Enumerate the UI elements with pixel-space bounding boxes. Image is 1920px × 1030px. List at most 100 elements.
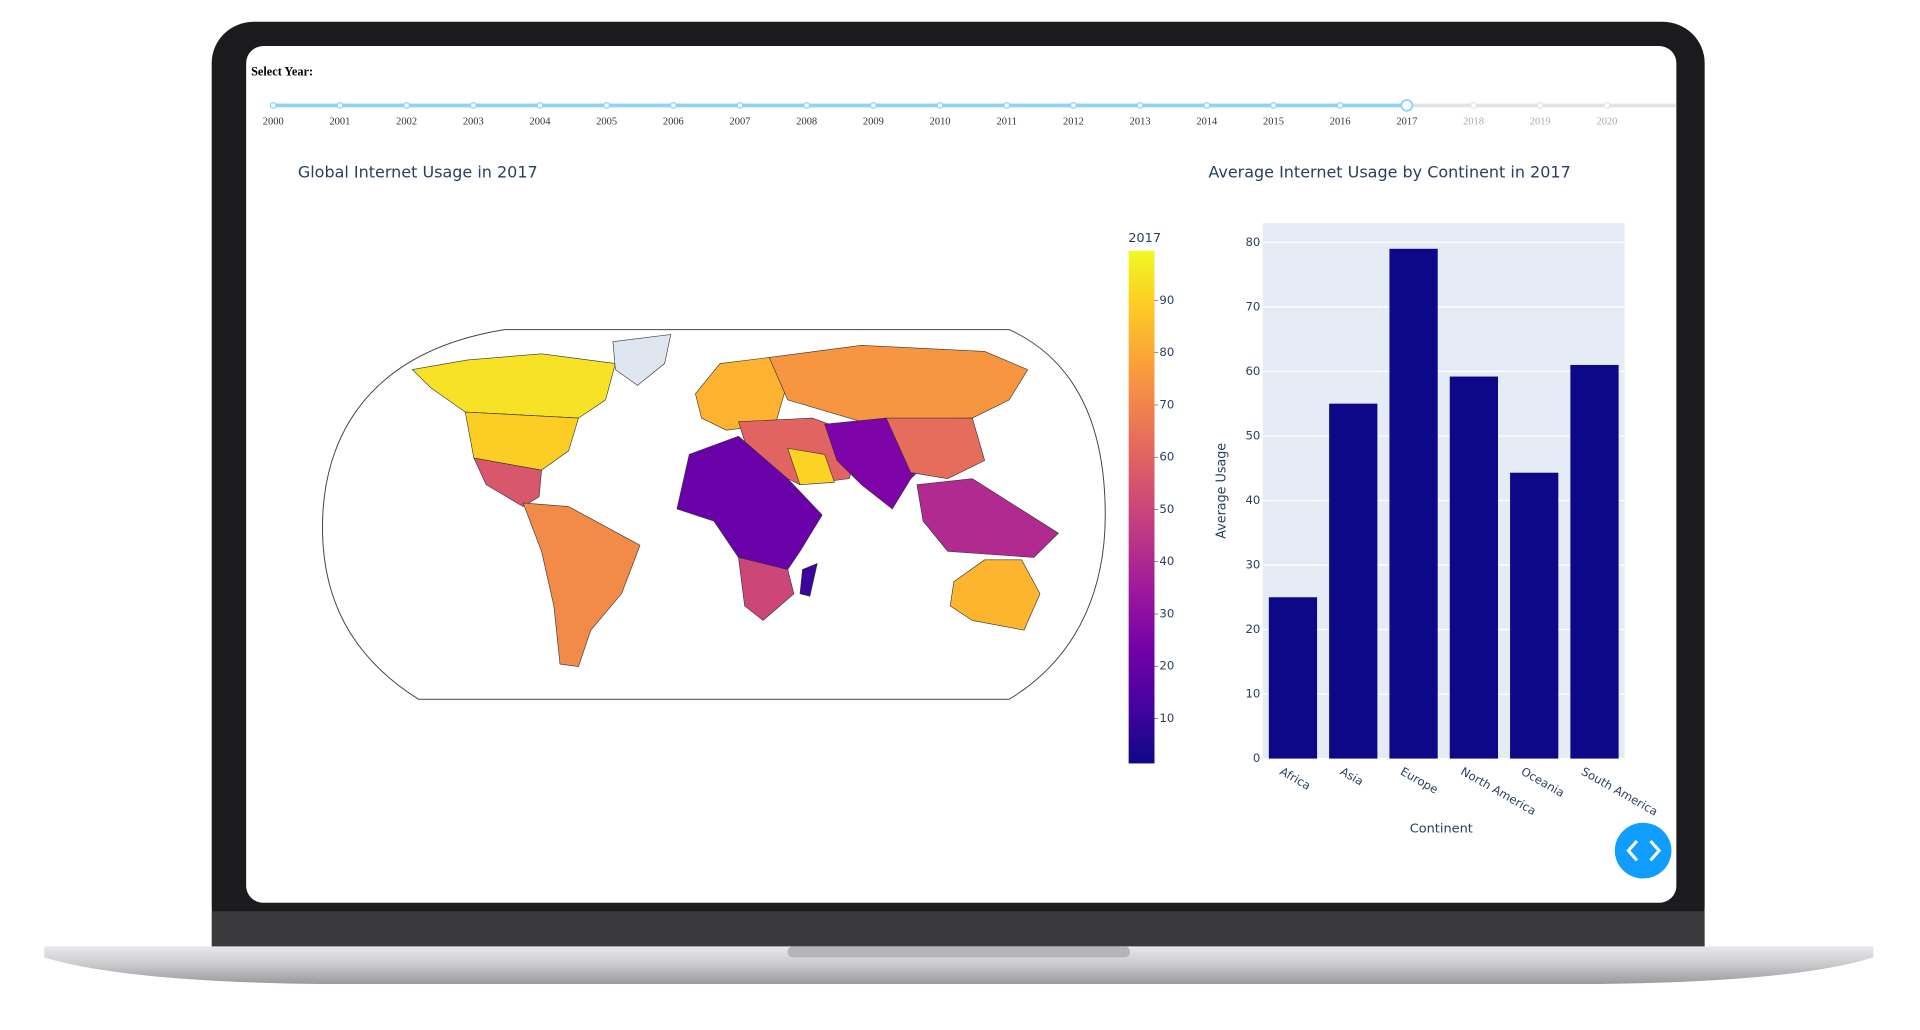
- bar-title: Average Internet Usage by Continent in 2…: [1208, 163, 1570, 182]
- bar: [1449, 376, 1499, 759]
- slider-year-label: 2003: [463, 117, 484, 128]
- y-tick-label: 60: [1245, 364, 1260, 378]
- slider-dot: [603, 102, 611, 109]
- colorbar-tick-label: 80: [1159, 345, 1174, 359]
- slider-year-label: 2020: [1596, 117, 1617, 128]
- slider-year-label: 2004: [530, 117, 552, 128]
- slider-year-label: 2019: [1530, 117, 1551, 128]
- region: [473, 457, 542, 507]
- laptop-base: [44, 946, 1874, 984]
- code-toggle-button[interactable]: [1614, 822, 1672, 879]
- bar: [1329, 403, 1378, 759]
- region: [949, 559, 1041, 631]
- bar: [1510, 472, 1559, 759]
- y-tick-label: 20: [1245, 622, 1260, 636]
- slider-dot: [336, 102, 344, 109]
- slider-dot: [936, 102, 944, 109]
- slider-year-label: 2005: [596, 117, 617, 128]
- colorbar-title: 2017: [1128, 231, 1161, 246]
- region: [885, 417, 986, 479]
- toggle-icon: [1626, 839, 1662, 862]
- slider-dot: [1270, 102, 1277, 109]
- region: [411, 353, 616, 419]
- slider-dot: [803, 102, 811, 109]
- slider-dot: [1603, 102, 1611, 109]
- bar: [1268, 597, 1318, 759]
- slider-dot: [1070, 102, 1077, 109]
- y-tick-label: 40: [1245, 493, 1260, 507]
- slider-dot: [1003, 102, 1011, 109]
- region: [768, 345, 1029, 423]
- slider-year-label: 2013: [1130, 117, 1151, 128]
- region: [464, 411, 579, 471]
- y-tick-label: 0: [1253, 751, 1260, 765]
- map-title: Global Internet Usage in 2017: [298, 163, 538, 182]
- colorbar-tick-label: 70: [1159, 398, 1174, 412]
- slider-dot: [869, 102, 877, 109]
- y-axis-title: Average Usage: [1215, 443, 1230, 539]
- year-slider[interactable]: 2000 2001 2002 2003 2004 2005 2006 2007 2008 2009…: [263, 99, 1677, 128]
- colorbar-tick-label: 60: [1159, 450, 1174, 464]
- colorbar-tick-label: 40: [1159, 554, 1174, 568]
- slider-year-label: 2010: [930, 117, 951, 128]
- slider-dot: [1536, 102, 1544, 109]
- colorbar-tick-label: 10: [1159, 711, 1174, 725]
- slider-year-label: 2016: [1330, 117, 1351, 128]
- slider-dot: [536, 102, 544, 109]
- slider-year-label: 2011: [997, 117, 1018, 128]
- y-tick-label: 50: [1245, 428, 1260, 442]
- region: [738, 557, 795, 621]
- slider-year-label: 2018: [1463, 117, 1484, 128]
- slider-handle[interactable]: [1400, 99, 1414, 112]
- slider-year-label: 2015: [1263, 117, 1284, 128]
- slider-dot: [269, 102, 277, 109]
- y-tick-label: 10: [1245, 687, 1260, 701]
- slider-year-label: 2012: [1063, 117, 1084, 128]
- slider-dot: [403, 102, 411, 109]
- slider-year-label: 2001: [329, 117, 350, 128]
- slider-dot: [736, 102, 744, 109]
- toggle-circle[interactable]: [1614, 822, 1672, 879]
- y-tick-label: 80: [1245, 235, 1260, 249]
- slider-year-label: 2009: [863, 117, 884, 128]
- plot-background: [1262, 222, 1625, 759]
- laptop-notch: [787, 946, 1130, 958]
- x-axis-title: Continent: [1410, 821, 1473, 836]
- slider-year-label: 2007: [730, 117, 751, 128]
- region: [676, 435, 823, 570]
- bar: [1570, 364, 1619, 759]
- laptop-chin: [211, 911, 1705, 948]
- bar: [1389, 248, 1438, 759]
- colorbar: 2017 10 20 30 40 50 60 70 80 90: [1128, 231, 1174, 764]
- slider-dot: [469, 102, 477, 109]
- slider-year-label: 2008: [796, 117, 817, 128]
- colorbar-tick-label: 90: [1159, 293, 1174, 307]
- region: [787, 447, 835, 486]
- slider-year-label: 2014: [1196, 117, 1218, 128]
- slider-year-label: 2017: [1396, 117, 1417, 128]
- slider-dot: [669, 102, 677, 109]
- region: [799, 562, 818, 597]
- slider-dot: [1470, 102, 1478, 109]
- slider-dot: [1336, 102, 1344, 109]
- region: [522, 502, 641, 667]
- slider-label: Select Year:: [251, 65, 313, 79]
- colorbar-gradient: [1128, 250, 1155, 764]
- colorbar-tick-label: 20: [1159, 659, 1174, 673]
- y-tick-label: 30: [1245, 558, 1260, 572]
- laptop: Select Year: 2000 2001 2002 2003 2004 2005 200…: [44, 21, 1874, 984]
- slider-year-label: 2000: [263, 117, 284, 128]
- y-tick-label: 70: [1245, 299, 1260, 313]
- region: [916, 478, 1059, 558]
- slider-dot: [1203, 102, 1211, 109]
- slider-year-label: 2002: [396, 117, 417, 128]
- colorbar-tick-label: 50: [1159, 502, 1174, 516]
- map-regions: [411, 334, 1059, 667]
- region: [612, 334, 672, 386]
- slider-dot: [1136, 102, 1144, 109]
- slider-year-label: 2006: [663, 117, 684, 128]
- colorbar-tick-label: 30: [1159, 607, 1174, 621]
